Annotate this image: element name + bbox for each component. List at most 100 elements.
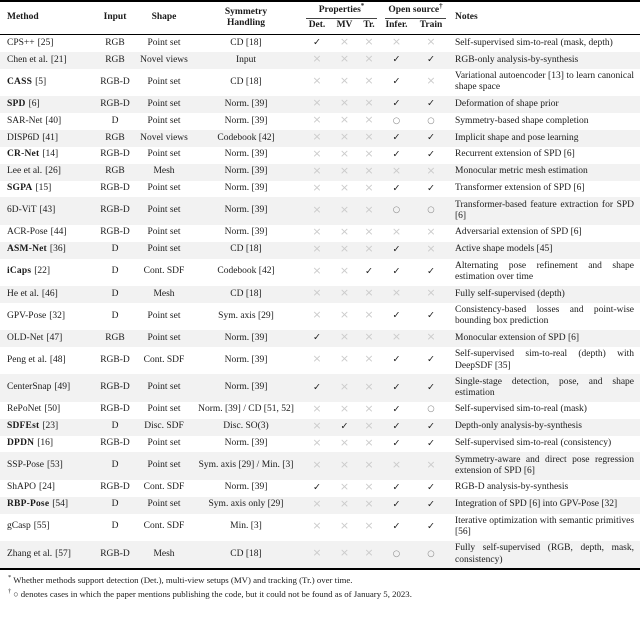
cross-mark-icon: × xyxy=(364,74,374,88)
shape-cell: Cont. SDF xyxy=(143,521,185,532)
input-cell: RGB-D xyxy=(100,205,130,216)
cross-mark-icon: × xyxy=(339,435,350,449)
check-mark-icon: ✓ xyxy=(427,381,435,393)
mv-cell: × xyxy=(332,497,357,514)
notes-cell: Fully self-supervised (depth) xyxy=(455,288,565,299)
input-cell: RGB xyxy=(105,166,125,177)
cross-mark-icon: × xyxy=(364,35,374,49)
check-mark-icon: ✓ xyxy=(313,37,321,49)
column-header-notes: Notes xyxy=(450,1,640,35)
shape-cell: Point set xyxy=(147,183,181,194)
symmetry-cell: Input xyxy=(235,54,257,65)
train-cell: ✓ xyxy=(412,130,450,147)
table-row: SSP-Pose [53] D Point set Sym. axis [29] / M… xyxy=(0,452,640,480)
citation-ref: [47] xyxy=(46,332,63,343)
check-mark-icon: ✓ xyxy=(427,498,435,510)
input-cell: RGB-D xyxy=(100,482,130,493)
shape-cell: Point set xyxy=(147,438,181,449)
notes-cell: RGB-D analysis-by-synthesis xyxy=(455,482,569,493)
symmetry-cell: Norm. [39] xyxy=(224,183,268,194)
table-row: ShAPO [24] RGB-D Cont. SDF Norm. [39] ✓ × × ✓ ✓ RG… xyxy=(0,480,640,497)
check-mark-icon: ✓ xyxy=(392,182,401,194)
train-cell: ✓ xyxy=(412,347,450,374)
notes-cell: Alternating pose refinement and shape es… xyxy=(455,260,635,283)
check-mark-icon: ✓ xyxy=(392,403,401,415)
tr-cell: × xyxy=(357,96,381,113)
table-row: SAR-Net [40] D Point set Norm. [39] × × × ○ ○ Symm… xyxy=(0,113,640,130)
notes-cell: RGB-only analysis-by-synthesis xyxy=(455,54,579,65)
train-cell: × xyxy=(412,242,450,259)
symmetry-cell: Codebook [42] xyxy=(217,266,275,277)
tr-cell: × xyxy=(357,497,381,514)
cross-mark-icon: × xyxy=(364,224,374,238)
cross-mark-icon: × xyxy=(339,163,350,177)
cross-mark-icon: × xyxy=(312,130,322,144)
symmetry-cell: CD [18] xyxy=(230,548,262,559)
mv-cell: × xyxy=(332,35,357,52)
citation-ref: [14] xyxy=(42,149,59,160)
tr-cell: ✓ xyxy=(357,259,381,286)
cross-mark-icon: × xyxy=(339,286,350,300)
input-cell: RGB-D xyxy=(100,227,130,238)
citation-ref: [41] xyxy=(42,132,59,143)
tr-cell: × xyxy=(357,514,381,541)
mv-cell: × xyxy=(332,197,357,224)
symmetry-cell: Norm. [39] xyxy=(224,115,268,126)
cross-mark-icon: × xyxy=(339,180,350,194)
train-cell: × xyxy=(412,286,450,303)
tr-cell: × xyxy=(357,164,381,181)
cross-mark-icon: × xyxy=(364,241,374,255)
input-cell: RGB xyxy=(105,132,125,143)
train-cell: × xyxy=(412,164,450,181)
cross-mark-icon: × xyxy=(339,263,350,277)
column-header-mv: MV xyxy=(332,18,357,35)
table-row: CPS++ [25] RGB Point set CD [18] ✓ × × × × Self-su… xyxy=(0,35,640,52)
table-row: CR-Net [14] RGB-D Point set Norm. [39] × × × ✓ ✓ R… xyxy=(0,147,640,164)
cross-mark-icon: × xyxy=(391,163,402,177)
shape-cell: Point set xyxy=(147,244,181,255)
check-mark-icon: ✓ xyxy=(392,54,401,66)
cross-mark-icon: × xyxy=(312,352,322,366)
cross-mark-icon: × xyxy=(364,496,374,510)
cross-mark-icon: × xyxy=(339,308,350,322)
citation-ref: [16] xyxy=(37,438,54,449)
cross-mark-icon: × xyxy=(339,379,350,393)
method-name: GPV-Pose xyxy=(7,310,47,321)
train-cell: ✓ xyxy=(412,514,450,541)
mv-cell: × xyxy=(332,130,357,147)
infer-cell: ○ xyxy=(381,113,412,130)
cross-mark-icon: × xyxy=(364,401,374,415)
train-cell: ✓ xyxy=(412,480,450,497)
footnote-text: Whether methods support detection (Det.)… xyxy=(13,575,353,586)
cross-mark-icon: × xyxy=(339,518,350,532)
cross-mark-icon: × xyxy=(364,379,374,393)
citation-ref: [55] xyxy=(33,521,50,532)
table-row: OLD-Net [47] RGB Point set Norm. [39] ✓ × × × × Mo… xyxy=(0,330,640,347)
tr-cell: × xyxy=(357,419,381,436)
det-cell: × xyxy=(302,303,332,330)
tr-cell: × xyxy=(357,402,381,419)
infer-cell: ✓ xyxy=(381,303,412,330)
cross-mark-icon: × xyxy=(364,180,374,194)
det-cell: ✓ xyxy=(302,35,332,52)
shape-cell: Novel views xyxy=(140,54,188,65)
infer-cell: × xyxy=(381,330,412,347)
method-cell: RePoNet [50] xyxy=(0,402,92,419)
cross-mark-icon: × xyxy=(312,224,322,238)
symmetry-cell: Norm. [39] xyxy=(224,149,268,160)
cross-mark-icon: × xyxy=(339,130,350,144)
method-name: ASM-Net xyxy=(7,244,47,255)
check-mark-icon: ✓ xyxy=(340,420,349,432)
method-cell: He et al. [46] xyxy=(0,286,92,303)
mv-cell: ✓ xyxy=(332,419,357,436)
method-cell: CASS [5] xyxy=(0,69,92,96)
check-mark-icon: ✓ xyxy=(392,243,401,255)
infer-cell: ✓ xyxy=(381,419,412,436)
infer-cell: × xyxy=(381,452,412,479)
table-row: gCasp [55] D Cont. SDF Min. [3] × × × ✓ ✓ Iterativ… xyxy=(0,514,640,541)
method-cell: DPDN [16] xyxy=(0,436,92,453)
tr-cell: × xyxy=(357,181,381,198)
cross-mark-icon: × xyxy=(364,352,374,366)
shape-cell: Point set xyxy=(147,205,181,216)
input-cell: RGB xyxy=(105,332,125,343)
